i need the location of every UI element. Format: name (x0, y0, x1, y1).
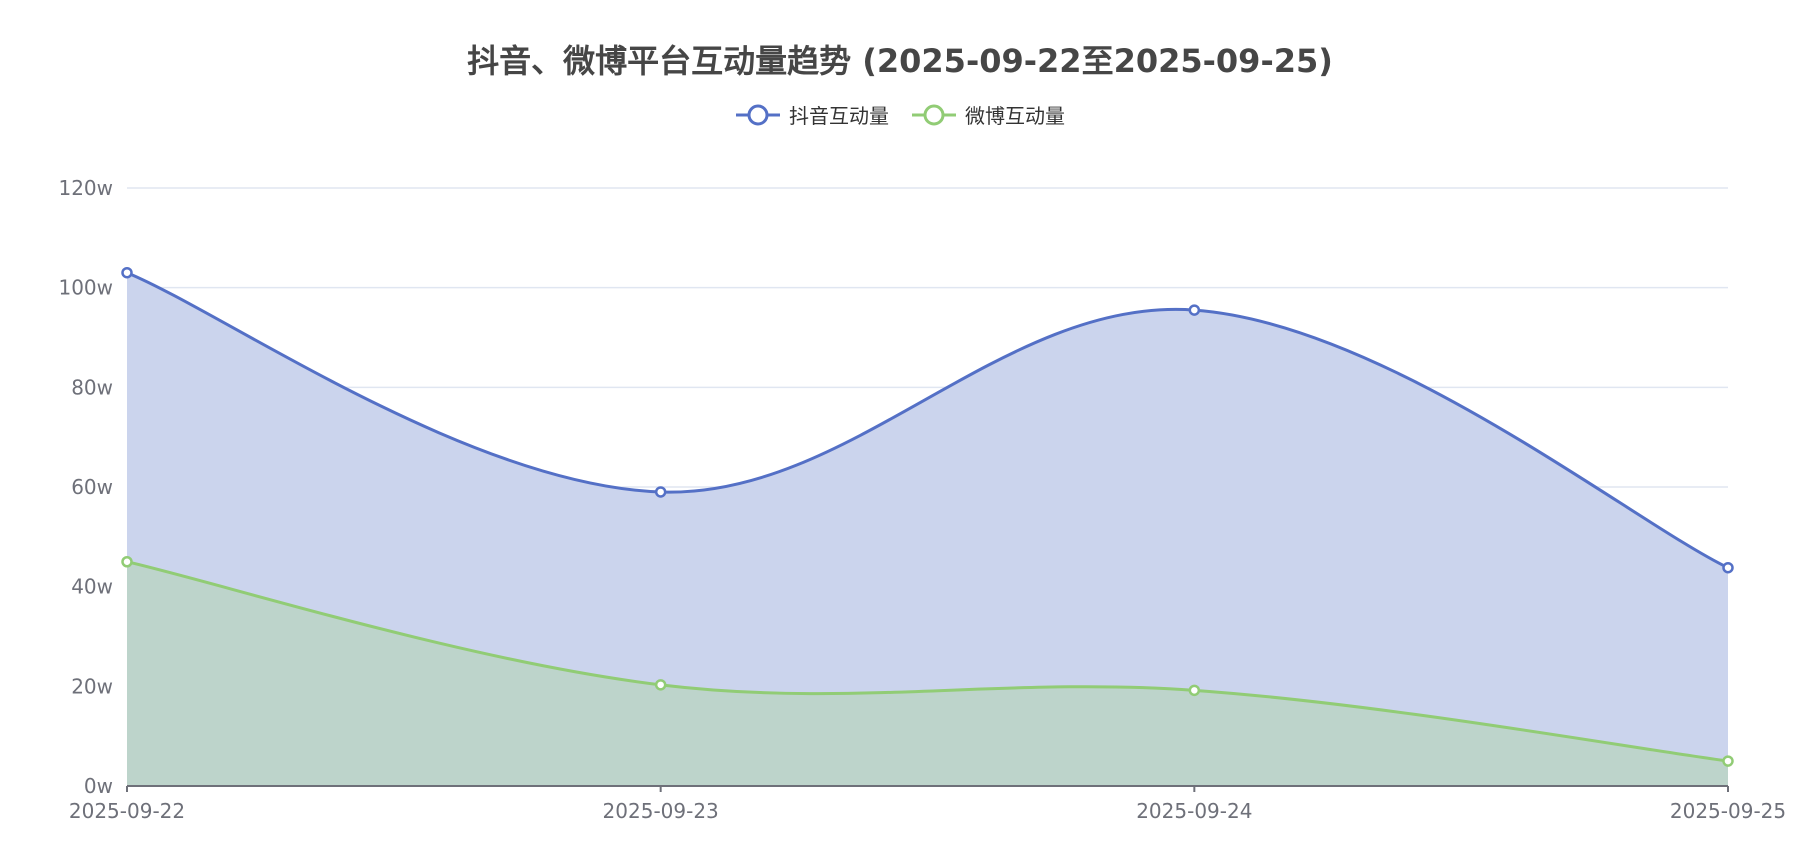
line-layer (126, 271, 1729, 763)
legend-item-douyin[interactable]: 抖音互动量 (735, 100, 889, 129)
data-point (1188, 684, 1201, 697)
area-layer (127, 272, 1728, 786)
legend: 抖音互动量 微博互动量 (0, 100, 1800, 129)
y-tick-label: 0w (84, 774, 113, 798)
series-line-0 (126, 271, 1729, 570)
y-tick-label: 100w (58, 276, 113, 300)
legend-item-weibo[interactable]: 微博互动量 (911, 100, 1065, 129)
x-tick-label: 2025-09-25 (1670, 799, 1786, 823)
x-tick-label: 2025-09-24 (1136, 799, 1252, 823)
legend-label-weibo: 微博互动量 (965, 104, 1065, 128)
y-tick-label: 60w (71, 475, 113, 499)
legend-line-circle-icon (912, 104, 956, 125)
y-tick-label: 80w (71, 375, 113, 399)
legend-line-circle-icon (736, 104, 780, 125)
data-point (121, 266, 133, 279)
point-layer (121, 266, 1734, 767)
data-point (1188, 304, 1201, 316)
data-point (1722, 561, 1734, 574)
series-area-0 (127, 272, 1728, 786)
legend-label-douyin: 抖音互动量 (789, 104, 889, 128)
data-point (1722, 755, 1734, 767)
series-line-1 (126, 560, 1729, 763)
series-area-1 (127, 561, 1728, 786)
x-tick-label: 2025-09-23 (603, 799, 719, 823)
y-tick-label: 40w (71, 575, 113, 599)
data-point (654, 679, 667, 691)
y-tick-label: 20w (71, 674, 113, 698)
x-tick-label: 2025-09-22 (69, 799, 185, 823)
chart-title: 抖音、微博平台互动量趋势 (2025-09-22至2025-09-25) (467, 42, 1333, 80)
data-point (121, 556, 133, 568)
data-point (654, 486, 667, 498)
y-tick-label: 120w (58, 176, 113, 200)
